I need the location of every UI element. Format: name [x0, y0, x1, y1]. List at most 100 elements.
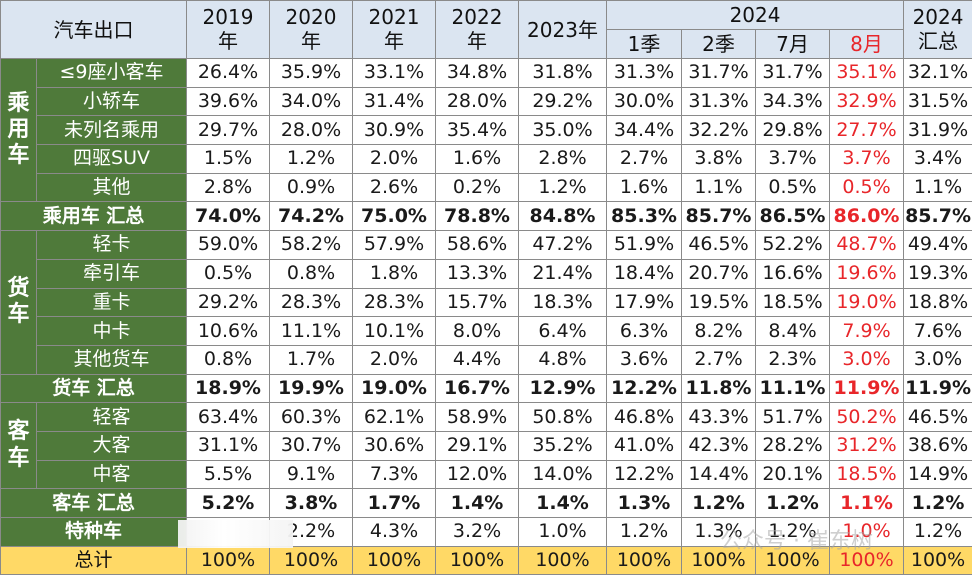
- value-cell: 35.4%: [435, 115, 519, 146]
- value-cell: 1.7%: [352, 488, 436, 518]
- value-cell: 100%: [903, 545, 972, 576]
- row-label: 大客: [36, 430, 187, 461]
- value-cell: 2.6%: [352, 172, 436, 203]
- value-cell: 5.5%: [186, 459, 270, 490]
- value-cell: 100%: [681, 545, 756, 576]
- value-cell: 2.0%: [352, 144, 436, 174]
- header-jul: 7月: [755, 29, 830, 59]
- value-cell: 43.3%: [681, 402, 756, 432]
- table-row: 四驱SUV 1.5% 1.2% 2.0% 1.6% 2.8% 2.7% 3.8% 3.7% 3.7…: [1, 144, 972, 174]
- value-cell: 0.8%: [269, 258, 353, 289]
- value-cell: 16.7%: [435, 373, 519, 404]
- header-q1: 1季: [606, 29, 682, 59]
- value-cell: 6.4%: [518, 316, 607, 346]
- group-label-bus: 客 车: [0, 402, 37, 490]
- value-cell: 1.2%: [755, 517, 830, 547]
- value-cell: 74.2%: [269, 201, 353, 232]
- row-label: 牵引车: [36, 258, 187, 289]
- value-cell: 100%: [828, 545, 905, 576]
- value-cell: 9.1%: [269, 459, 353, 490]
- value-cell: 32.2%: [681, 115, 756, 146]
- value-cell: 11.1%: [755, 373, 830, 404]
- table-row: 中客 5.5% 9.1% 7.3% 12.0% 14.0% 12.2% 14.4% 20.1% 1…: [1, 459, 972, 490]
- value-cell: 19.0%: [352, 373, 436, 404]
- value-cell: 20.1%: [755, 459, 830, 490]
- value-cell: 2.7%: [681, 344, 756, 375]
- value-cell: 28.3%: [269, 287, 353, 318]
- row-label: ≤9座小客车: [36, 58, 187, 88]
- value-cell: 31.7%: [755, 58, 830, 88]
- value-cell: 28.3%: [352, 287, 436, 318]
- value-cell: 100%: [352, 545, 436, 576]
- table-row: 特种车 2.2% 4.3% 3.2% 1.0% 1.2% 1.3% 1.2% 1.0% 1.2%: [0, 517, 972, 547]
- table-row: 中卡 10.6% 11.1% 10.1% 8.0% 6.4% 6.3% 8.2% 8.4% 7.9…: [1, 316, 972, 346]
- value-cell: 31.2%: [828, 430, 905, 461]
- row-label: 小轿车: [36, 86, 187, 117]
- value-cell: 0.2%: [435, 172, 519, 203]
- value-cell: 1.2%: [518, 172, 607, 203]
- value-cell: 18.3%: [518, 287, 607, 318]
- value-cell: 3.8%: [681, 144, 756, 174]
- table-row: 大客 31.1% 30.7% 30.6% 29.1% 35.2% 41.0% 42.3% 28.…: [1, 430, 972, 461]
- value-cell: 34.8%: [435, 58, 519, 88]
- value-cell: 46.5%: [681, 230, 756, 260]
- value-cell: 10.6%: [186, 316, 270, 346]
- value-cell: 41.0%: [606, 430, 682, 461]
- value-cell: 75.0%: [352, 201, 436, 232]
- value-cell: 11.9%: [828, 373, 905, 404]
- value-cell: 100%: [518, 545, 607, 576]
- value-cell: 12.2%: [606, 459, 682, 490]
- value-cell: 28.0%: [435, 86, 519, 117]
- value-cell: 35.2%: [518, 430, 607, 461]
- value-cell: 46.8%: [606, 402, 682, 432]
- value-cell: 34.3%: [755, 86, 830, 117]
- header-year-2021: 2021 年: [352, 0, 436, 59]
- value-cell: 1.4%: [435, 488, 519, 518]
- value-cell: 85.3%: [606, 201, 682, 232]
- header-year-2019: 2019 年: [186, 0, 270, 59]
- value-cell: 85.7%: [903, 201, 972, 232]
- value-cell: 52.2%: [755, 230, 830, 260]
- table-row: 总计 100% 100% 100% 100% 100% 100% 100% 100% 100% 10…: [0, 545, 972, 576]
- value-cell: 48.7%: [828, 230, 905, 260]
- subtotal-label: 乘用车 汇总: [0, 201, 187, 232]
- value-cell: 3.0%: [828, 344, 905, 375]
- value-cell: 14.0%: [518, 459, 607, 490]
- value-cell: 18.9%: [186, 373, 270, 404]
- value-cell: 13.3%: [435, 258, 519, 289]
- value-cell: 34.4%: [606, 115, 682, 146]
- value-cell: 18.5%: [755, 287, 830, 318]
- value-cell: 1.2%: [903, 517, 972, 547]
- table-row: 乘 用 车 ≤9座小客车 26.4% 35.9% 33.1% 34.8% 31.8% 31.3…: [0, 57, 972, 203]
- value-cell: 85.7%: [681, 201, 756, 232]
- value-cell: 27.7%: [828, 115, 905, 146]
- value-cell: 3.8%: [269, 488, 353, 518]
- table-row: 客车 汇总 5.2% 3.8% 1.7% 1.4% 1.4% 1.3% 1.2% 1.2% 1.1…: [0, 488, 972, 518]
- value-cell: 29.1%: [435, 430, 519, 461]
- table-row: 乘用车 汇总 74.0% 74.2% 75.0% 78.8% 84.8% 85.3% 85.7…: [0, 201, 972, 232]
- value-cell: 18.5%: [828, 459, 905, 490]
- value-cell: 6.3%: [606, 316, 682, 346]
- value-cell: 4.4%: [435, 344, 519, 375]
- value-cell: 62.1%: [352, 402, 436, 432]
- value-cell: 1.2%: [606, 517, 682, 547]
- value-cell: 29.8%: [755, 115, 830, 146]
- special-vehicle-label: 特种车: [0, 517, 187, 547]
- value-cell: 30.7%: [269, 430, 353, 461]
- value-cell: 31.9%: [903, 115, 972, 146]
- value-cell: 20.7%: [681, 258, 756, 289]
- table-row: 其他 2.8% 0.9% 2.6% 0.2% 1.2% 1.6% 1.1% 0.5% 0.5% 1.…: [1, 172, 972, 203]
- value-cell: 86.0%: [828, 201, 905, 232]
- header-year-2024: 2024: [605, 0, 905, 30]
- value-cell: 14.9%: [903, 459, 972, 490]
- value-cell: 19.6%: [828, 258, 905, 289]
- table-row: 客 车轻客 63.4% 60.3% 62.1% 58.9% 50.8% 46.8% 43.3%…: [0, 402, 972, 490]
- value-cell: 1.5%: [186, 144, 270, 174]
- table-row: 重卡 29.2% 28.3% 28.3% 15.7% 18.3% 17.9% 19.5% 18.…: [1, 287, 972, 318]
- subtotal-label: 客车 汇总: [0, 488, 187, 518]
- value-cell: 15.7%: [435, 287, 519, 318]
- value-cell: 63.4%: [186, 402, 270, 432]
- value-cell: 57.9%: [352, 230, 436, 260]
- value-cell: 1.6%: [606, 172, 682, 203]
